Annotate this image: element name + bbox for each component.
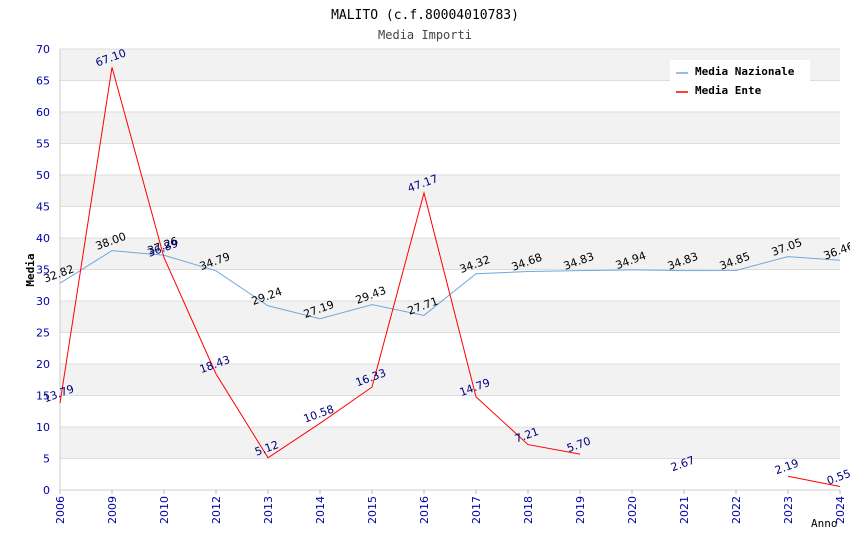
y-tick-label: 15: [36, 390, 50, 403]
x-tick-label: 2015: [366, 496, 379, 524]
x-tick-label: 2022: [730, 496, 743, 524]
x-tick-label: 2014: [314, 496, 327, 524]
y-tick-label: 70: [36, 43, 50, 56]
x-axis-label: Anno: [811, 517, 838, 530]
y-tick-labels: 0 5 10 15 20 25 30 35 40 45 50 55 60 65 70: [36, 43, 50, 497]
grid-band: [60, 364, 840, 396]
y-tick-label: 30: [36, 295, 50, 308]
grid-band: [60, 238, 840, 270]
x-tick-label: 2017: [470, 496, 483, 524]
grid-lines: [60, 48, 840, 459]
x-tick-label: 2013: [262, 496, 275, 524]
x-tick-label: 2010: [158, 496, 171, 524]
x-tick-label: 2012: [210, 496, 223, 524]
y-tick-label: 20: [36, 358, 50, 371]
series-line-media-ente: [787, 475, 841, 488]
y-tick-label: 50: [36, 169, 50, 182]
x-tick-label: 2016: [418, 496, 431, 524]
grid-band: [60, 175, 840, 207]
y-tick-label: 5: [43, 453, 50, 466]
chart-subtitle: Media Importi: [378, 28, 472, 42]
chart-title: MALITO (c.f.80004010783): [331, 8, 519, 23]
x-tick-label: 2021: [678, 496, 691, 524]
x-tick-labels: 2006 2009 2010 2012 2013 2014 2015 2016 2017 2018…: [54, 490, 847, 524]
data-label-media-ente: 13.79: [42, 382, 76, 405]
grid-band: [60, 301, 840, 333]
series-layer: [59, 67, 841, 488]
legend-label-media-ente: Media Ente: [695, 84, 762, 97]
y-tick-label: 40: [36, 232, 50, 245]
y-tick-label: 0: [43, 484, 50, 497]
x-tick-label: 2024: [834, 496, 847, 524]
legend-label-media-nazionale: Media Nazionale: [695, 65, 795, 78]
x-tick-label: 2006: [54, 496, 67, 524]
x-tick-label: 2019: [574, 496, 587, 524]
legend: Media Nazionale Media Ente: [670, 60, 810, 102]
legend-box: [670, 60, 810, 102]
y-tick-label: 25: [36, 327, 50, 340]
x-tick-label: 2018: [522, 496, 535, 524]
x-tick-label: 2020: [626, 496, 639, 524]
y-tick-label: 65: [36, 75, 50, 88]
data-label-media-ente: 2.19: [773, 457, 800, 478]
x-tick-label: 2009: [106, 496, 119, 524]
y-tick-label: 55: [36, 138, 50, 151]
y-tick-label: 60: [36, 106, 50, 119]
grid-band: [60, 112, 840, 144]
data-label-media-ente: 0.55: [825, 467, 850, 488]
y-tick-label: 35: [36, 264, 50, 277]
y-tick-label: 10: [36, 421, 50, 434]
series-line-media-ente: [59, 67, 581, 459]
x-tick-label: 2023: [782, 496, 795, 524]
data-label-media-ente: 10.58: [302, 403, 336, 426]
grid-band: [60, 427, 840, 459]
y-axis-label: Media: [24, 253, 37, 286]
grid-bands: [60, 49, 840, 459]
y-tick-label: 45: [36, 201, 50, 214]
